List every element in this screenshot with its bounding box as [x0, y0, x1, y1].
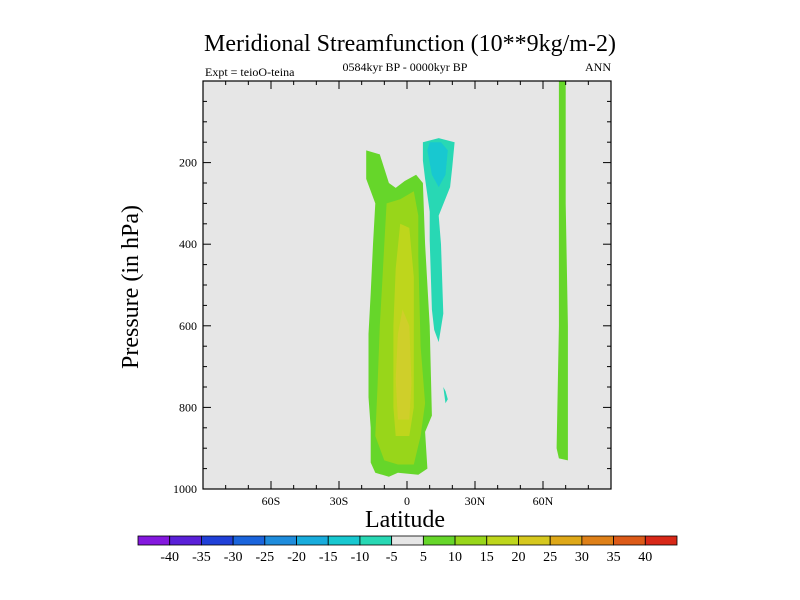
colorbar-swatch [296, 535, 329, 546]
colorbar-label: -5 [386, 550, 398, 565]
colorbar-swatch [422, 535, 456, 546]
contour-regions [366, 81, 568, 477]
colorbar-label: -10 [351, 550, 370, 565]
x-tick-label: 60N [533, 494, 554, 508]
colorbar-swatch [549, 535, 583, 546]
colorbar-swatch [137, 535, 171, 546]
y-tick-label: 600 [179, 319, 197, 333]
colorbar-label: 10 [448, 550, 462, 565]
y-tick-label: 400 [179, 237, 197, 251]
colorbar-swatch [232, 535, 266, 546]
colorbar-label: 30 [575, 550, 589, 565]
colorbar-label: -20 [287, 550, 306, 565]
x-tick-label: 0 [404, 494, 410, 508]
colorbar-label: -40 [160, 550, 179, 565]
colorbar-swatch [327, 535, 361, 546]
colorbar-label: 35 [607, 550, 621, 565]
colorbar-label: 40 [638, 550, 652, 565]
x-tick-label: 30N [465, 494, 486, 508]
x-tick-label: 30S [330, 494, 349, 508]
y-tick-label: 200 [179, 156, 197, 170]
experiment-label: Expt = teioO-teina [205, 65, 295, 79]
colorbar-swatch [391, 535, 424, 546]
contour-negative-cell-inner [427, 142, 448, 188]
colorbar: -40 -35 -30 -25 -20 -15 -10 -5 5 10 15 20 25 30 35 40 [137, 535, 678, 565]
x-axis-label: Latitude [365, 507, 445, 533]
colorbar-label: 5 [420, 550, 427, 565]
axis-ticks: 60S 30S 0 30N 60N 200 400 600 800 1000 [173, 81, 611, 508]
colorbar-label: 15 [480, 550, 494, 565]
colorbar-label: -30 [224, 550, 243, 565]
season-label: ANN [585, 60, 611, 74]
chart-title: Meridional Streamfunction (10**9kg/m-2) [204, 31, 616, 57]
y-tick-label: 800 [179, 400, 197, 414]
colorbar-label: 20 [511, 550, 525, 565]
colorbar-label: 25 [543, 550, 557, 565]
colorbar-swatch [518, 535, 551, 546]
colorbar-label: -25 [255, 550, 274, 565]
colorbar-swatch [613, 535, 646, 546]
colorbar-swatch [264, 535, 297, 546]
contour-north-strip [556, 81, 568, 461]
colorbar-swatch [454, 535, 488, 546]
colorbar-swatch [201, 535, 234, 546]
colorbar-swatch [169, 535, 202, 546]
y-tick-label: 1000 [173, 482, 197, 496]
contour-negative-cell-outer [422, 138, 455, 343]
colorbar-label: -35 [192, 550, 211, 565]
contour-positive-cell-max [395, 309, 412, 420]
chart-subtitle: 0584kyr BP - 0000kyr BP [343, 60, 468, 74]
colorbar-swatch [644, 535, 678, 546]
contour-negative-small-patch [443, 387, 448, 404]
colorbar-swatch [486, 535, 519, 546]
colorbar-label: -15 [319, 550, 338, 565]
x-tick-label: 60S [262, 494, 281, 508]
colorbar-swatch [581, 535, 614, 546]
colorbar-swatch [359, 535, 393, 546]
y-axis-label: Pressure (in hPa) [118, 205, 144, 369]
